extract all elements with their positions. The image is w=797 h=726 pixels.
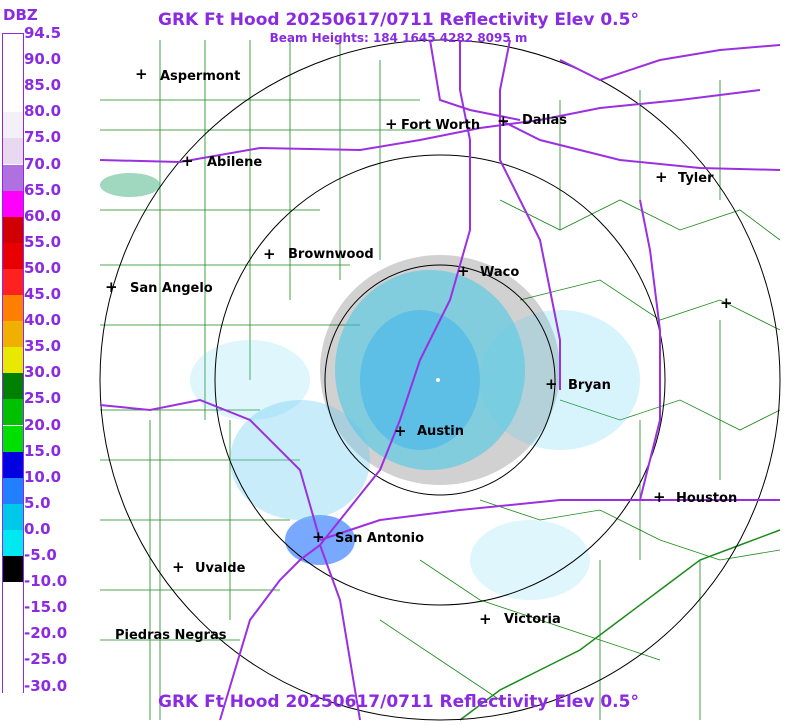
city-label-fort-worth: Fort Worth bbox=[401, 118, 481, 133]
city-label-san-angelo: San Angelo bbox=[130, 281, 213, 296]
city-label-abilene: Abilene bbox=[207, 155, 263, 170]
legend-level-label: 50.0 bbox=[24, 258, 62, 277]
legend-level-label: 94.5 bbox=[24, 24, 62, 42]
city-label-uvalde: Uvalde bbox=[195, 561, 246, 576]
legend-swatch bbox=[3, 164, 23, 191]
city-marker-tyler-icon: + bbox=[655, 168, 668, 186]
legend-swatch bbox=[3, 216, 23, 243]
legend-level-label: 10.0 bbox=[24, 467, 62, 486]
legend-level-label: 25.0 bbox=[24, 389, 62, 408]
legend-swatch bbox=[3, 582, 23, 609]
legend-level-label: 45.0 bbox=[24, 285, 62, 303]
county-lines bbox=[100, 40, 781, 720]
city-marker-austin-icon: + bbox=[394, 422, 407, 440]
city-label-austin: Austin bbox=[417, 424, 464, 439]
legend-swatch bbox=[3, 477, 23, 504]
city-marker-dallas-icon: + bbox=[497, 112, 510, 130]
legend-swatch bbox=[3, 425, 23, 452]
legend-level-label: -10.0 bbox=[24, 572, 68, 591]
city-label-houston: Houston bbox=[676, 491, 738, 506]
legend-level-label: -30.0 bbox=[24, 676, 68, 695]
coastline bbox=[459, 529, 781, 721]
city-label-dallas: Dallas bbox=[522, 113, 567, 128]
legend-level-label: 5.0 bbox=[24, 493, 51, 512]
legend-swatch bbox=[3, 634, 23, 661]
legend-swatch bbox=[3, 686, 23, 713]
legend-swatch bbox=[3, 399, 23, 426]
city-label-san-antonio: San Antonio bbox=[335, 531, 425, 546]
legend-swatch bbox=[3, 660, 23, 687]
legend-level-label: -20.0 bbox=[24, 624, 68, 643]
city-marker-unlabeled-icon: + bbox=[720, 294, 733, 312]
legend-level-label: 55.0 bbox=[24, 232, 62, 251]
legend-level-label: 35.0 bbox=[24, 337, 62, 356]
legend-level-label: 75.0 bbox=[24, 128, 62, 147]
beam-heights-subtitle: Beam Heights: 184 1645 4282 8095 m bbox=[269, 31, 528, 45]
city-label-brownwood: Brownwood bbox=[288, 247, 374, 262]
map-footer-title: GRK Ft Hood 20250617/0711 Reflectivity E… bbox=[158, 692, 639, 712]
city-marker-san-angelo-icon: + bbox=[105, 278, 118, 296]
legend-swatch bbox=[3, 556, 23, 583]
legend-swatch bbox=[3, 529, 23, 556]
legend-swatch bbox=[3, 608, 23, 635]
legend-swatch bbox=[3, 86, 23, 113]
city-label-piedras-negras: Piedras Negras bbox=[115, 628, 227, 643]
highways bbox=[99, 39, 781, 721]
city-marker-bryan-icon: + bbox=[545, 375, 558, 393]
legend-swatch bbox=[3, 112, 23, 139]
city-marker-fort-worth-icon: + bbox=[385, 115, 398, 133]
legend-swatch bbox=[3, 242, 23, 269]
legend-level-label: -5.0 bbox=[24, 546, 57, 564]
city-marker-houston-icon: + bbox=[653, 488, 666, 506]
legend-level-label: 0.0 bbox=[24, 519, 51, 538]
city-marker-uvalde-icon: + bbox=[172, 558, 185, 576]
legend-level-label: 65.0 bbox=[24, 180, 62, 199]
legend-color-bar bbox=[2, 33, 24, 713]
legend-level-label: 30.0 bbox=[24, 363, 62, 382]
legend-level-label: 20.0 bbox=[24, 415, 62, 434]
city-label-tyler: Tyler bbox=[678, 171, 714, 186]
legend-swatch bbox=[3, 60, 23, 87]
legend-swatch bbox=[3, 451, 23, 478]
legend-level-label: 40.0 bbox=[24, 311, 62, 330]
legend-swatch bbox=[3, 268, 23, 295]
legend-level-label: 60.0 bbox=[24, 206, 62, 225]
legend-swatch bbox=[3, 347, 23, 374]
legend-level-label: 15.0 bbox=[24, 441, 62, 460]
city-label-waco: Waco bbox=[480, 265, 520, 280]
legend-swatch bbox=[3, 34, 23, 61]
legend-unit-label: DBZ bbox=[3, 6, 38, 24]
legend-level-label: -15.0 bbox=[24, 598, 68, 617]
city-marker-waco-icon: + bbox=[457, 262, 470, 280]
city-marker-victoria-icon: + bbox=[479, 610, 492, 628]
legend-swatch bbox=[3, 295, 23, 322]
city-label-bryan: Bryan bbox=[568, 378, 611, 393]
legend-level-label: 85.0 bbox=[24, 76, 62, 95]
city-marker-abilene-icon: + bbox=[181, 152, 194, 170]
legend-level-label: 80.0 bbox=[24, 102, 62, 121]
legend-swatch bbox=[3, 503, 23, 530]
legend-swatch bbox=[3, 321, 23, 348]
city-marker-san-antonio-icon: + bbox=[312, 528, 325, 546]
legend-swatch bbox=[3, 190, 23, 217]
city-label-aspermont: Aspermont bbox=[160, 69, 241, 84]
legend-level-label: 90.0 bbox=[24, 50, 62, 69]
range-rings bbox=[99, 39, 781, 721]
map-title: GRK Ft Hood 20250617/0711 Reflectivity E… bbox=[158, 10, 639, 30]
reflectivity-echoes bbox=[100, 173, 640, 600]
legend-swatch bbox=[3, 138, 23, 165]
city-marker-brownwood-icon: + bbox=[263, 245, 276, 263]
legend-level-label: -25.0 bbox=[24, 650, 68, 669]
legend-swatch bbox=[3, 373, 23, 400]
city-label-victoria: Victoria bbox=[504, 612, 561, 627]
legend-level-label: 70.0 bbox=[24, 154, 62, 173]
radar-site-marker bbox=[436, 378, 440, 382]
city-marker-aspermont-icon: + bbox=[135, 65, 148, 83]
